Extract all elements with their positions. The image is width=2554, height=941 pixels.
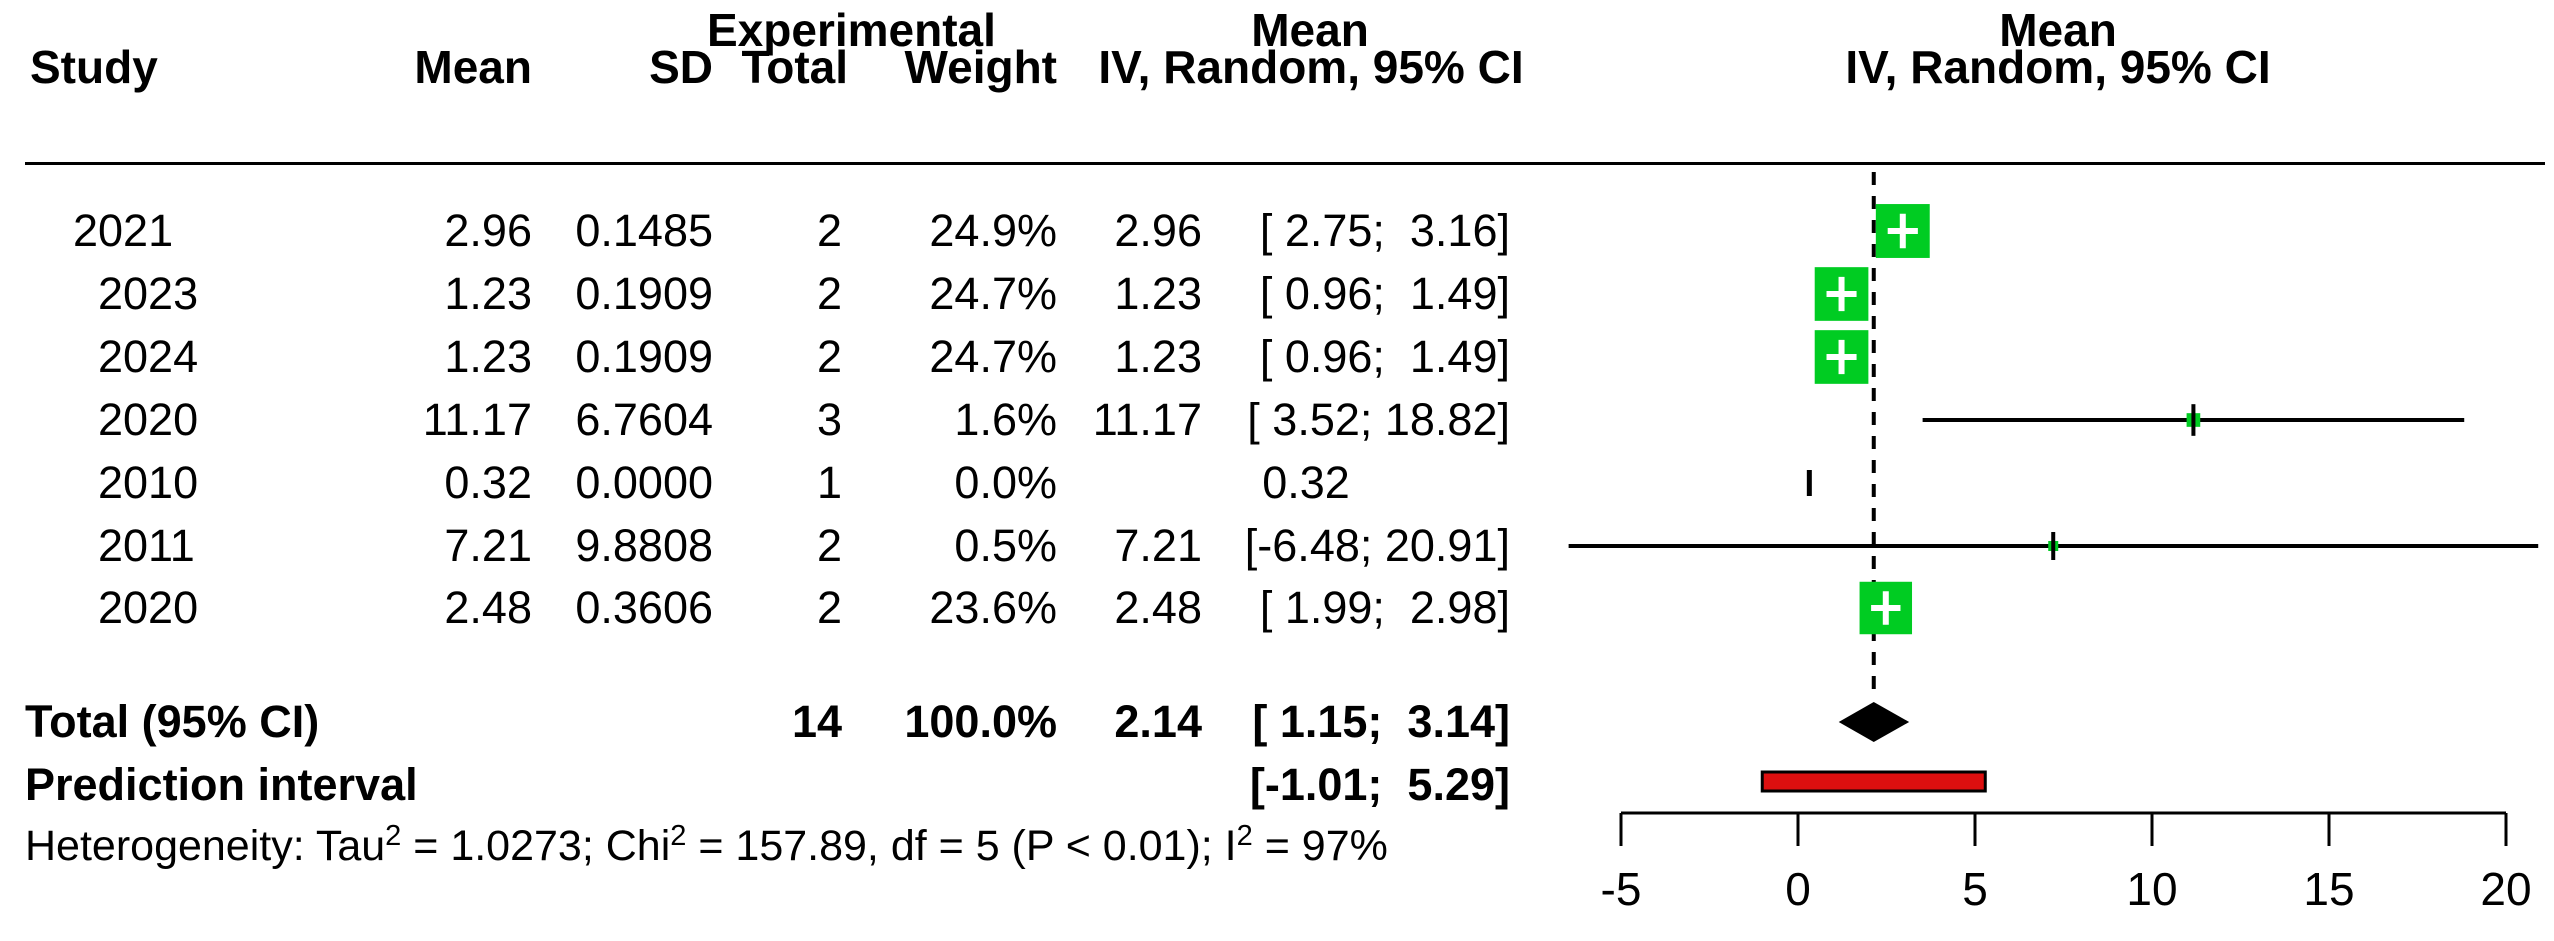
mean-value: 2.96 bbox=[444, 205, 532, 256]
total-row-effect-mean: 2.14 bbox=[1114, 696, 1202, 747]
study-label: 2011 bbox=[73, 520, 195, 571]
weight-value: 24.9% bbox=[929, 205, 1057, 256]
effect-ci-value: [ 0.96; 1.49] bbox=[1259, 268, 1510, 319]
superscript: 2 bbox=[1236, 820, 1253, 852]
effect-ci-value: [ 2.75; 3.16] bbox=[1259, 205, 1510, 256]
prediction-row: Prediction interval [-1.01; 5.29] bbox=[0, 757, 2554, 813]
table-row: 2010 0.32 0.0000 1 0.0% 0.32 bbox=[0, 455, 2554, 511]
sd-value: 6.7604 bbox=[575, 394, 713, 445]
table-row: 2024 1.23 0.1909 2 24.7% 1.23 [ 0.96; 1.… bbox=[0, 329, 2554, 385]
total-value: 2 bbox=[816, 520, 842, 571]
total-row-n: 14 bbox=[791, 696, 842, 747]
total-row-weight: 100.0% bbox=[904, 696, 1057, 747]
mean-value: 1.23 bbox=[444, 331, 532, 382]
table-row: 2021 2.96 0.1485 2 24.9% 2.96 [ 2.75; 3.… bbox=[0, 203, 2554, 259]
total-row: Total (95% CI) 14 100.0% 2.14 [ 1.15; 3.… bbox=[0, 694, 2554, 750]
mean-value: 1.23 bbox=[444, 268, 532, 319]
study-label: 2024 bbox=[73, 331, 199, 382]
header-divider bbox=[25, 162, 2545, 165]
x-axis-tick-label: 15 bbox=[2303, 863, 2354, 915]
column-header-effect-ci: IV, Random, 95% CI bbox=[1098, 41, 1524, 93]
prediction-row-label: Prediction interval bbox=[25, 759, 418, 810]
superscript: 2 bbox=[385, 820, 402, 852]
column-header-mean: Mean bbox=[414, 41, 532, 93]
table-row: 2020 2.48 0.3606 2 23.6% 2.48 [ 1.99; 2.… bbox=[0, 580, 2554, 636]
weight-value: 1.6% bbox=[954, 394, 1057, 445]
x-axis-tick-label: 0 bbox=[1785, 863, 1811, 915]
column-header-study: Study bbox=[30, 41, 158, 93]
effect-mean-value: 0.32 bbox=[1262, 457, 1350, 508]
weight-value: 0.5% bbox=[954, 520, 1057, 571]
study-label: 2023 bbox=[73, 268, 199, 319]
total-value: 2 bbox=[816, 205, 842, 256]
total-row-label: Total (95% CI) bbox=[25, 696, 320, 747]
effect-ci-value: [ 0.96; 1.49] bbox=[1259, 331, 1510, 382]
study-label: 2020 bbox=[73, 394, 199, 445]
sd-value: 0.1485 bbox=[575, 205, 713, 256]
heterogeneity-text-part: = 1.0273; Chi bbox=[401, 822, 671, 870]
total-value: 3 bbox=[816, 394, 842, 445]
sd-value: 0.1909 bbox=[575, 268, 713, 319]
table-row: 2011 7.21 9.8808 2 0.5% 7.21 [-6.48; 20.… bbox=[0, 518, 2554, 574]
x-axis-tick-label: 20 bbox=[2480, 863, 2531, 915]
weight-value: 24.7% bbox=[929, 331, 1057, 382]
effect-ci-value: [ 3.52; 18.82] bbox=[1247, 394, 1510, 445]
total-value: 1 bbox=[816, 457, 842, 508]
total-value: 2 bbox=[816, 268, 842, 319]
x-axis-tick-label: -5 bbox=[1601, 863, 1642, 915]
effect-mean-value: 1.23 bbox=[1114, 268, 1202, 319]
x-axis-tick-label: 10 bbox=[2126, 863, 2177, 915]
heterogeneity-text-part: Heterogeneity: Tau bbox=[25, 822, 386, 870]
table-row: 2020 11.17 6.7604 3 1.6% 11.17 [ 3.52; 1… bbox=[0, 392, 2554, 448]
mean-value: 0.32 bbox=[444, 457, 532, 508]
weight-value: 24.7% bbox=[929, 268, 1057, 319]
weight-value: 23.6% bbox=[929, 582, 1057, 633]
sd-value: 0.3606 bbox=[575, 582, 713, 633]
effect-mean-value: 2.96 bbox=[1114, 205, 1202, 256]
effect-ci-value: [-6.48; 20.91] bbox=[1244, 520, 1510, 571]
prediction-row-ci: [-1.01; 5.29] bbox=[1249, 759, 1510, 810]
effect-mean-value: 11.17 bbox=[1092, 394, 1202, 445]
sd-value: 0.0000 bbox=[575, 457, 713, 508]
plot-header-top: Mean bbox=[1999, 4, 2117, 56]
effect-header-top: Mean bbox=[1251, 4, 1369, 56]
effect-mean-value: 1.23 bbox=[1114, 331, 1202, 382]
column-group-experimental: Experimental bbox=[707, 4, 996, 56]
effect-mean-value: 2.48 bbox=[1114, 582, 1202, 633]
sd-value: 0.1909 bbox=[575, 331, 713, 382]
table-row: 2023 1.23 0.1909 2 24.7% 1.23 [ 0.96; 1.… bbox=[0, 266, 2554, 322]
column-header-sd: SD bbox=[649, 41, 713, 93]
study-label: 2020 bbox=[73, 582, 199, 633]
total-row-effect-ci: [ 1.15; 3.14] bbox=[1252, 696, 1510, 747]
mean-value: 11.17 bbox=[422, 394, 532, 445]
heterogeneity-text: Heterogeneity: Tau2 = 1.0273; Chi2 = 157… bbox=[25, 820, 1388, 877]
weight-value: 0.0% bbox=[954, 457, 1057, 508]
study-label: 2010 bbox=[73, 457, 199, 508]
total-value: 2 bbox=[816, 582, 842, 633]
effect-mean-value: 7.21 bbox=[1114, 520, 1202, 571]
column-header-total: Total bbox=[741, 41, 848, 93]
total-value: 2 bbox=[816, 331, 842, 382]
mean-value: 2.48 bbox=[444, 582, 532, 633]
sd-value: 9.8808 bbox=[575, 520, 713, 571]
heterogeneity-text-part: = 157.89, df = 5 (P < 0.01); I bbox=[686, 822, 1237, 870]
effect-ci-value: [ 1.99; 2.98] bbox=[1259, 582, 1510, 633]
study-label: 2021 bbox=[73, 205, 174, 256]
mean-value: 7.21 bbox=[444, 520, 532, 571]
superscript: 2 bbox=[670, 820, 687, 852]
x-axis-tick-label: 5 bbox=[1962, 863, 1988, 915]
column-header-weight: Weight bbox=[904, 41, 1057, 93]
heterogeneity-text-part: = 97% bbox=[1252, 822, 1388, 870]
plot-header-ci: IV, Random, 95% CI bbox=[1845, 41, 2271, 93]
